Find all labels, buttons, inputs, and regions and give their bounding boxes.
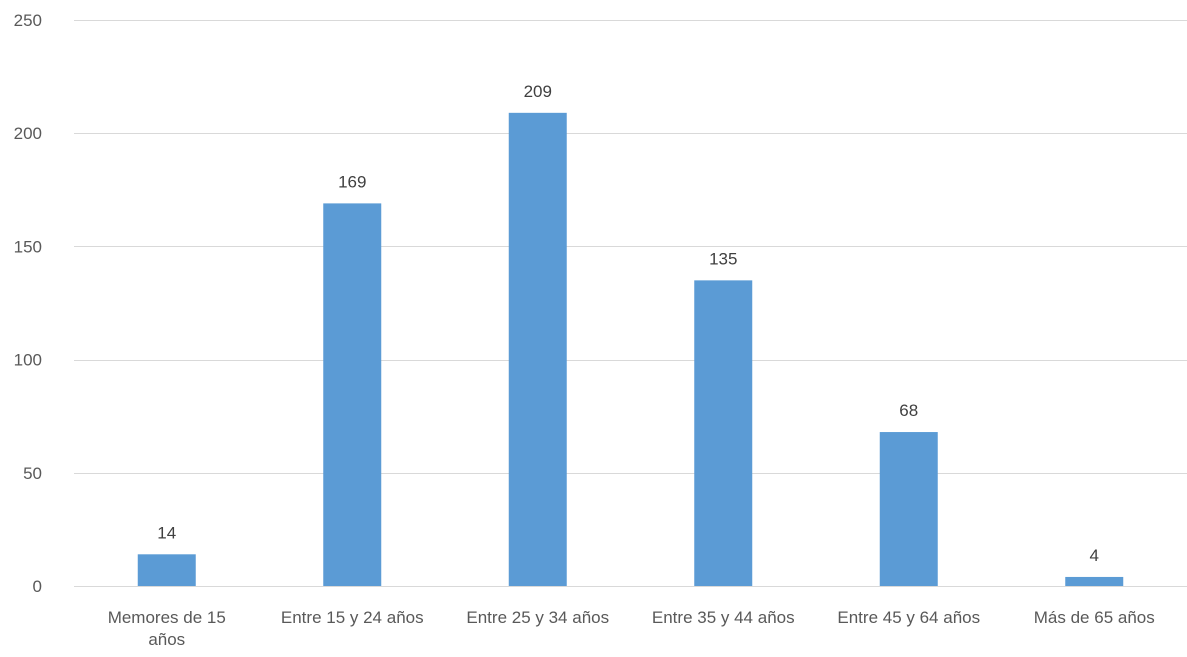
x-category-label: Entre 35 y 44 años <box>652 608 795 627</box>
bar <box>1065 576 1124 586</box>
data-label: 209 <box>524 82 552 101</box>
bar <box>137 554 196 586</box>
x-category-label: Entre 25 y 34 años <box>466 608 609 627</box>
x-category-label: Más de 65 años <box>1034 608 1155 627</box>
x-category-label: Memores de 15 <box>108 608 226 627</box>
bar <box>694 280 753 586</box>
y-tick-label: 150 <box>14 237 42 256</box>
data-labels: 14 169 209 135 68 4 <box>157 82 1099 565</box>
x-category-label: años <box>148 630 185 649</box>
data-label: 135 <box>709 249 737 268</box>
data-label: 14 <box>157 523 176 542</box>
y-tick-label: 0 <box>33 577 42 596</box>
y-tick-label: 100 <box>14 351 42 370</box>
data-label: 4 <box>1090 546 1099 565</box>
bar <box>323 203 382 586</box>
gridlines <box>74 20 1187 587</box>
data-label: 169 <box>338 172 366 191</box>
y-tick-label: 250 <box>14 11 42 30</box>
x-axis-categories: Memores de 15 años Entre 15 y 24 años Entre… <box>108 608 1155 649</box>
bar <box>879 432 938 586</box>
x-category-label: Entre 45 y 64 años <box>837 608 980 627</box>
y-tick-label: 50 <box>23 464 42 483</box>
x-category-label: Entre 15 y 24 años <box>281 608 424 627</box>
y-tick-label: 200 <box>14 124 42 143</box>
bar <box>508 112 567 586</box>
bars <box>137 112 1124 586</box>
data-label: 68 <box>899 401 918 420</box>
y-axis-ticks: 0 50 100 150 200 250 <box>14 11 42 596</box>
